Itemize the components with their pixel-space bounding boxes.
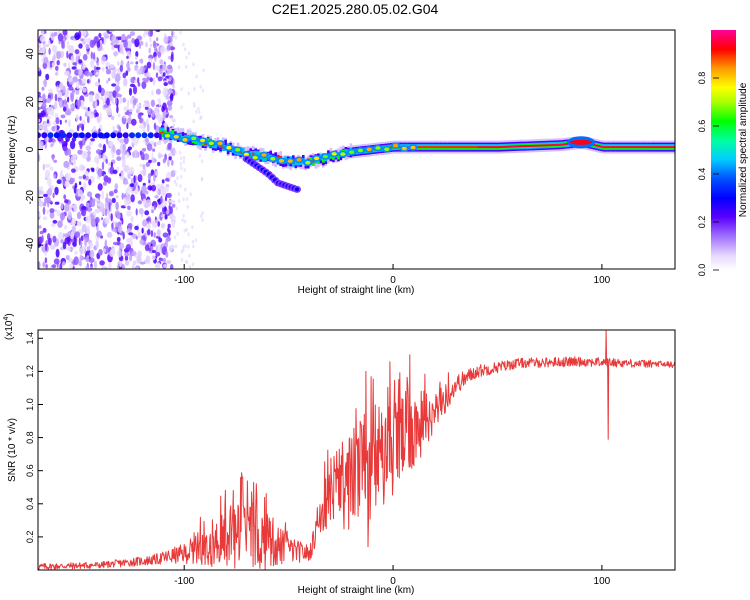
snr-scale-label: (x104) — [3, 313, 15, 340]
snr-x-label: Height of straight line (km) — [298, 585, 415, 596]
figure-title: C2E1.2025.280.05.02.G04 — [272, 1, 439, 17]
snr-plot-area — [38, 330, 675, 570]
snr-series-line — [38, 330, 675, 570]
svg-text:(x104): (x104) — [3, 313, 15, 340]
snr-ytick-label: 1.4 — [25, 332, 35, 345]
snr-xtick-label: 100 — [594, 576, 611, 587]
colorbar-tick-label: 0.4 — [697, 168, 707, 181]
colorbar-label: Normalized spectral amplitude — [738, 82, 749, 217]
tone-blobs — [162, 132, 419, 166]
spectrogram-xtick-label: -100 — [174, 275, 194, 286]
spectrogram-ytick-label: 40 — [25, 48, 36, 60]
snr-xtick-label: 0 — [390, 576, 396, 587]
colorbar-tick-label: 0.8 — [697, 72, 707, 85]
spectrogram-x-label: Height of straight line (km) — [298, 285, 415, 296]
snr-panel: -100 0 100 0.2 0.4 0.6 0.8 1.0 1.2 1.4 Height of … — [3, 313, 676, 596]
colorbar-ticks: 0.0 0.2 0.4 0.6 0.8 — [697, 72, 719, 277]
spectrogram-plot-area — [38, 30, 675, 269]
snr-scale-prefix: (x10 — [4, 320, 15, 340]
snr-ytick-label: 0.2 — [25, 531, 35, 544]
noise-speckles — [38, 30, 205, 269]
spectrogram-ytick-label: 0 — [25, 146, 36, 152]
snr-axes: -100 0 100 0.2 0.4 0.6 0.8 1.0 1.2 1.4 — [25, 332, 611, 587]
snr-ytick-label: 0.4 — [25, 498, 35, 511]
snr-frame — [37, 329, 676, 571]
secondary-track — [242, 155, 301, 193]
spectrogram-ytick-label: -40 — [25, 237, 36, 252]
spectrogram-y-label: Frequency (Hz) — [7, 116, 18, 185]
colorbar: 0.0 0.2 0.4 0.6 0.8 Normalized spectral ampl… — [697, 30, 749, 276]
snr-xtick-label: -100 — [174, 576, 194, 587]
snr-y-label: SNR (10 * v/v) — [7, 418, 18, 482]
colorbar-gradient — [711, 30, 736, 270]
spectrogram-xtick-label: 100 — [594, 275, 611, 286]
spectrogram-ytick-label: -20 — [25, 190, 36, 205]
snr-ytick-label: 1.0 — [25, 398, 35, 411]
spectrogram-panel: -100 0 100 -40 -20 0 20 40 Height of straight l… — [7, 29, 676, 296]
snr-ytick-label: 0.6 — [25, 464, 35, 477]
snr-ytick-label: 0.8 — [25, 431, 35, 444]
spectrogram-axes: -100 0 100 -40 -20 0 20 40 — [25, 48, 611, 286]
snr-ytick-label: 1.2 — [25, 365, 35, 378]
colorbar-tick-label: 0.6 — [697, 120, 707, 133]
spectrogram-ytick-label: 20 — [25, 96, 36, 108]
colorbar-tick-label: 0.0 — [697, 264, 707, 277]
track-highlight — [567, 136, 596, 149]
colorbar-tick-label: 0.2 — [697, 216, 707, 229]
spectrogram-xtick-label: 0 — [390, 275, 396, 286]
snr-scale-suffix: ) — [4, 313, 15, 316]
snr-scale-exponent: 4 — [3, 317, 10, 321]
